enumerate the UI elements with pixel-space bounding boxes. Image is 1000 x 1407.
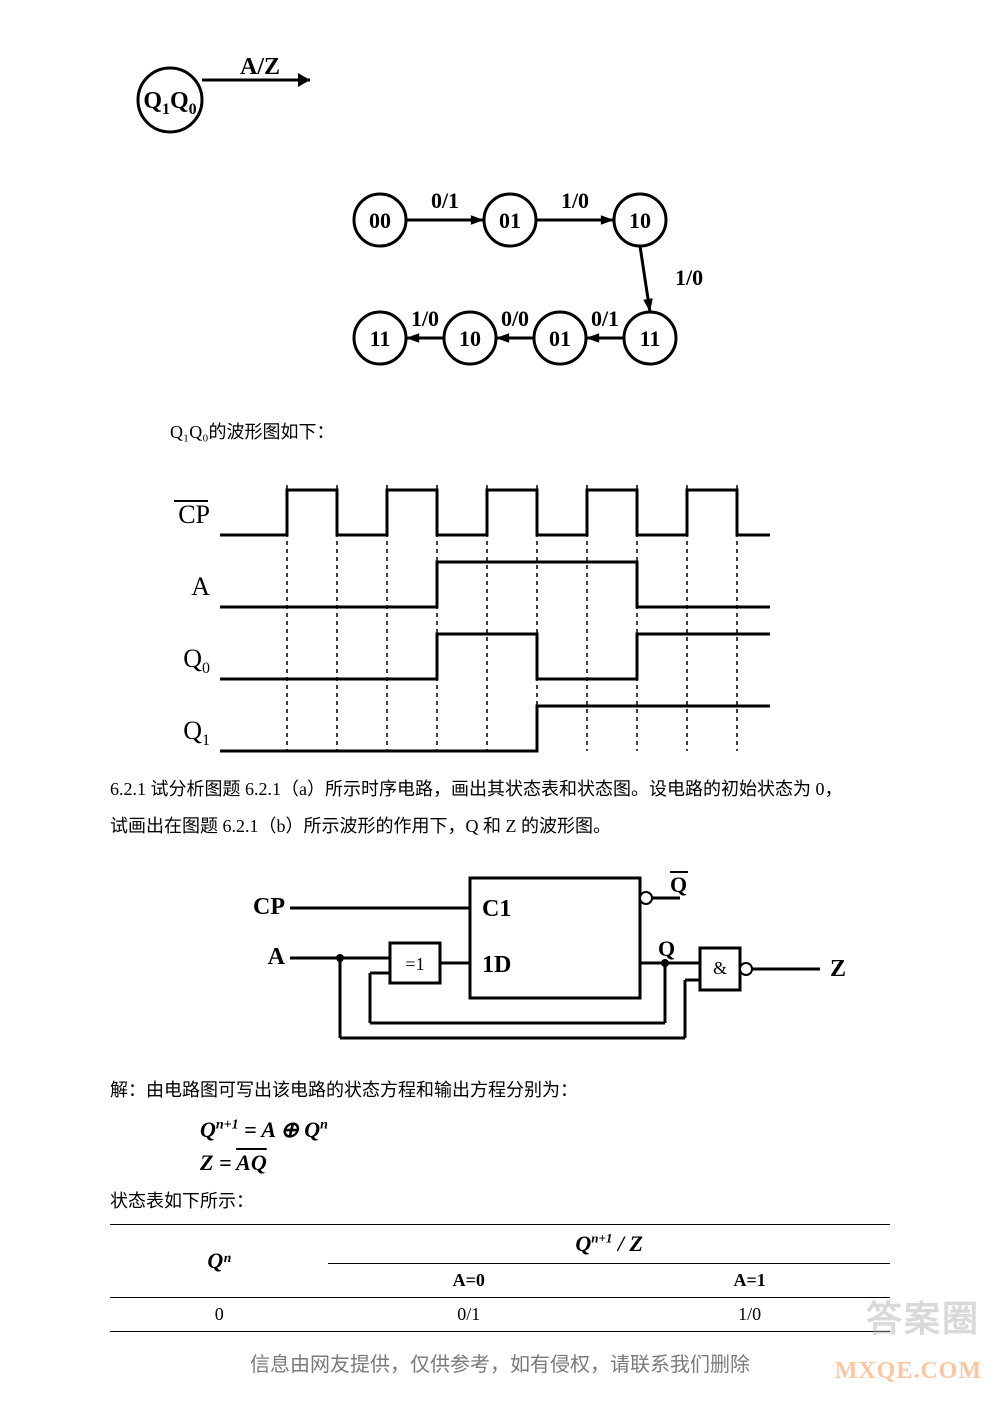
state-table: Qⁿ Qn+1 / Z A=0 A=1 0 0/1 1/0: [110, 1224, 890, 1332]
svg-text:1/0: 1/0: [411, 306, 439, 331]
svg-text:Q1Q0: Q1Q0: [143, 88, 196, 118]
svg-text:00: 00: [369, 208, 391, 233]
svg-text:10: 10: [629, 208, 651, 233]
svg-text:Q1: Q1: [183, 716, 210, 749]
equation-1: Qn+1 = A ⊕ Qn: [200, 1113, 890, 1146]
table-intro: 状态表如下所示：: [110, 1187, 890, 1216]
circuit-diagram: CP A =1 C1 1D Q Q & Z: [110, 848, 890, 1068]
problem-text-1: 6.2.1 试分析图题 6.2.1（a）所示时序电路，画出其状态表和状态图。设电…: [110, 775, 890, 804]
svg-text:Q: Q: [658, 936, 675, 961]
solution-intro: 解：由电路图可写出该电路的状态方程和输出方程分别为：: [110, 1076, 890, 1105]
equation-2: Z = AQ: [200, 1146, 890, 1179]
svg-text:CP: CP: [178, 500, 210, 529]
svg-text:10: 10: [459, 326, 481, 351]
svg-text:&: &: [713, 958, 727, 978]
svg-text:0/0: 0/0: [501, 306, 529, 331]
timing-diagram: CP A Q0 Q1: [110, 455, 890, 755]
svg-text:A: A: [191, 572, 210, 601]
footer-text: 信息由网友提供，仅供参考，如有侵权，请联系我们删除: [0, 1348, 1000, 1377]
table-header-right: Qn+1 / Z: [575, 1231, 643, 1256]
svg-text:11: 11: [640, 326, 661, 351]
svg-text:1/0: 1/0: [675, 265, 703, 290]
svg-text:01: 01: [549, 326, 571, 351]
svg-text:A: A: [268, 944, 286, 970]
problem-text-2: 试画出在图题 6.2.1（b）所示波形的作用下，Q 和 Z 的波形图。: [110, 812, 890, 841]
svg-text:Q: Q: [670, 872, 687, 897]
svg-text:0/1: 0/1: [431, 188, 459, 213]
svg-text:=1: =1: [405, 954, 424, 974]
svg-text:01: 01: [499, 208, 521, 233]
svg-text:1D: 1D: [482, 952, 511, 978]
legend-edge-label: A/Z: [240, 54, 280, 80]
svg-text:Z: Z: [830, 956, 846, 982]
svg-text:Q0: Q0: [183, 644, 210, 677]
svg-text:1/0: 1/0: [561, 188, 589, 213]
timing-caption: Q₁Q₀的波形图如下：: [170, 418, 890, 447]
watermark-logo: 答案圈: [866, 1290, 980, 1342]
svg-text:11: 11: [370, 326, 391, 351]
svg-text:C1: C1: [482, 896, 511, 922]
svg-text:0/1: 0/1: [591, 306, 619, 331]
state-diagram: 00 01 10 0/1 1/0 1/0 11 10 01 11 0/1 0/0 1/0: [110, 150, 890, 410]
state-diagram-legend: Q1Q0 A/Z: [110, 50, 410, 150]
svg-text:CP: CP: [253, 894, 285, 920]
